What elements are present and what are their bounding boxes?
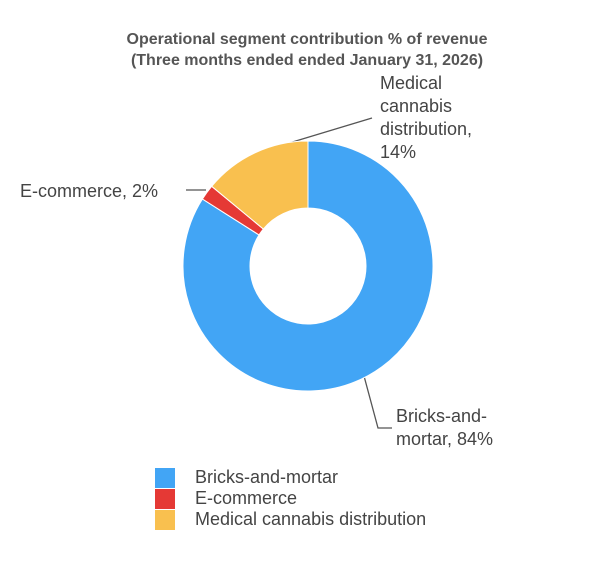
leader-line	[363, 375, 392, 429]
data-label: Medical cannabis distribution, 14%	[380, 73, 473, 162]
chart-subtitle: (Three months ended ended January 31, 20…	[131, 52, 483, 69]
legend-swatch	[155, 468, 175, 488]
donut-slice	[182, 140, 434, 392]
legend-label: Medical cannabis distribution	[195, 509, 426, 529]
chart-title: Operational segment contribution % of re…	[127, 31, 488, 48]
legend-label: E-commerce	[195, 488, 297, 508]
legend-label: Bricks-and-mortar	[195, 467, 338, 487]
legend-swatch	[155, 510, 175, 530]
legend-swatch	[155, 489, 175, 509]
data-label: Bricks-and-mortar, 84%	[396, 406, 494, 449]
donut-slice	[210, 140, 309, 230]
data-label: E-commerce, 2%	[20, 181, 159, 201]
